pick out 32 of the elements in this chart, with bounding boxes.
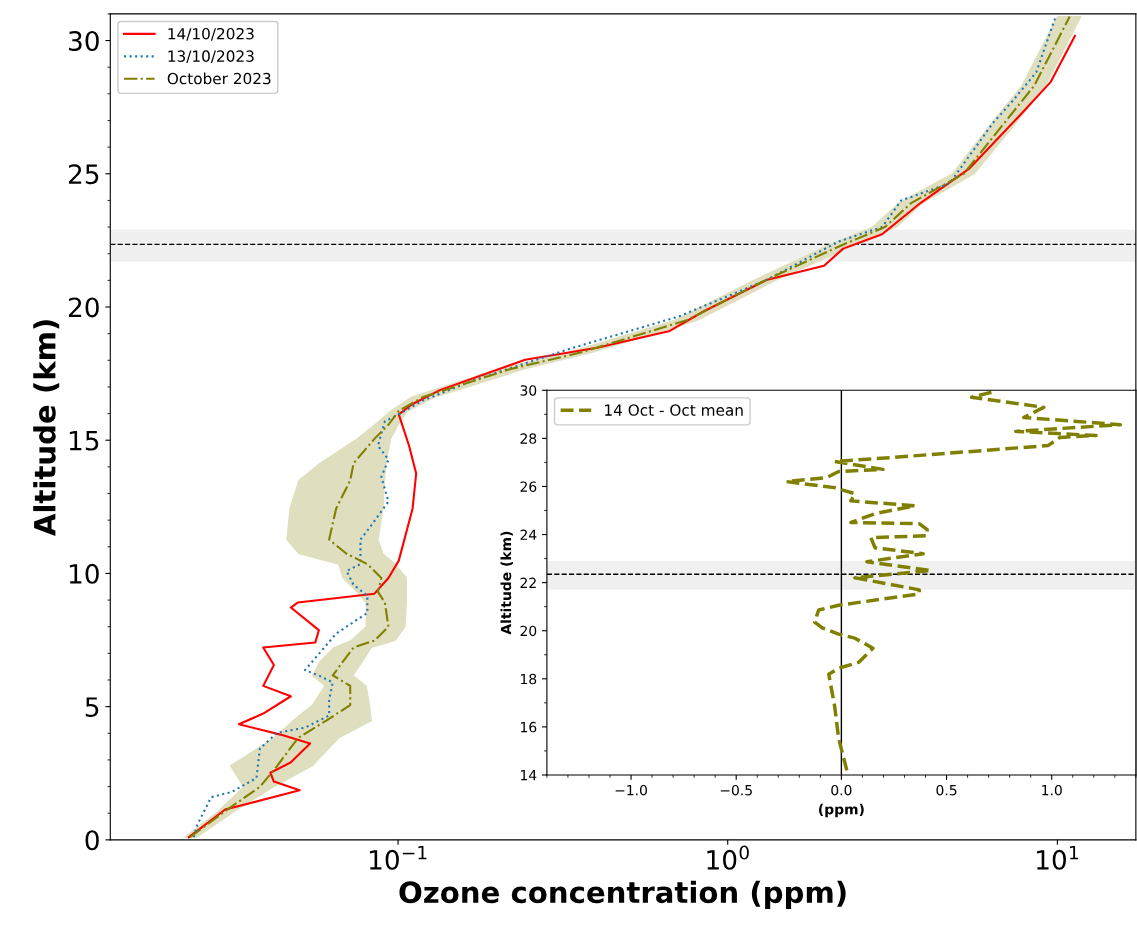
y-tick-label: 24 (520, 529, 537, 540)
y-tick-label: 15 (69, 430, 99, 451)
y-tick-label: 22 (520, 577, 536, 588)
x-tick-label: 0.0 (831, 784, 852, 796)
x-tick-label: −0.5 (720, 784, 752, 796)
x-tick-label: 10$^{−1}$ (369, 845, 427, 870)
legend-label: 13/10/2023 (168, 50, 254, 64)
x-tick-label: −1.0 (615, 784, 647, 796)
y-tick-label: 28 (520, 433, 537, 444)
y-tick-label: 25 (68, 164, 99, 185)
y-tick-label: 5 (85, 697, 99, 718)
y-tick-label: 30 (520, 385, 537, 396)
y-axis-title: Altitude (km) (500, 531, 513, 635)
y-tick-label: 16 (521, 721, 537, 733)
x-tick-label: 10$^{0}$ (707, 845, 749, 870)
x-tick-label: 10$^{1}$ (1037, 845, 1079, 870)
y-tick-label: 14 (521, 770, 537, 781)
x-tick-label: 0.5 (936, 784, 957, 796)
y-tick-label: 0 (85, 830, 99, 851)
x-axis-title: Ozone concentration (ppm) (399, 880, 846, 909)
x-axis-title: (ppm) (819, 803, 864, 818)
y-tick-label: 30 (69, 30, 99, 51)
legend-label: October 2023 (167, 72, 271, 85)
y-tick-label: 10 (69, 563, 99, 584)
legend-label: 14 Oct - Oct mean (605, 404, 743, 416)
y-tick-label: 18 (521, 673, 537, 685)
y-axis-title: Altitude (km) (33, 320, 60, 536)
y-tick-label: 20 (520, 625, 537, 637)
legend-label: 14/10/2023 (168, 27, 254, 41)
x-tick-label: 1.0 (1042, 784, 1062, 796)
y-tick-label: 20 (68, 297, 99, 318)
y-tick-label: 26 (520, 481, 537, 492)
